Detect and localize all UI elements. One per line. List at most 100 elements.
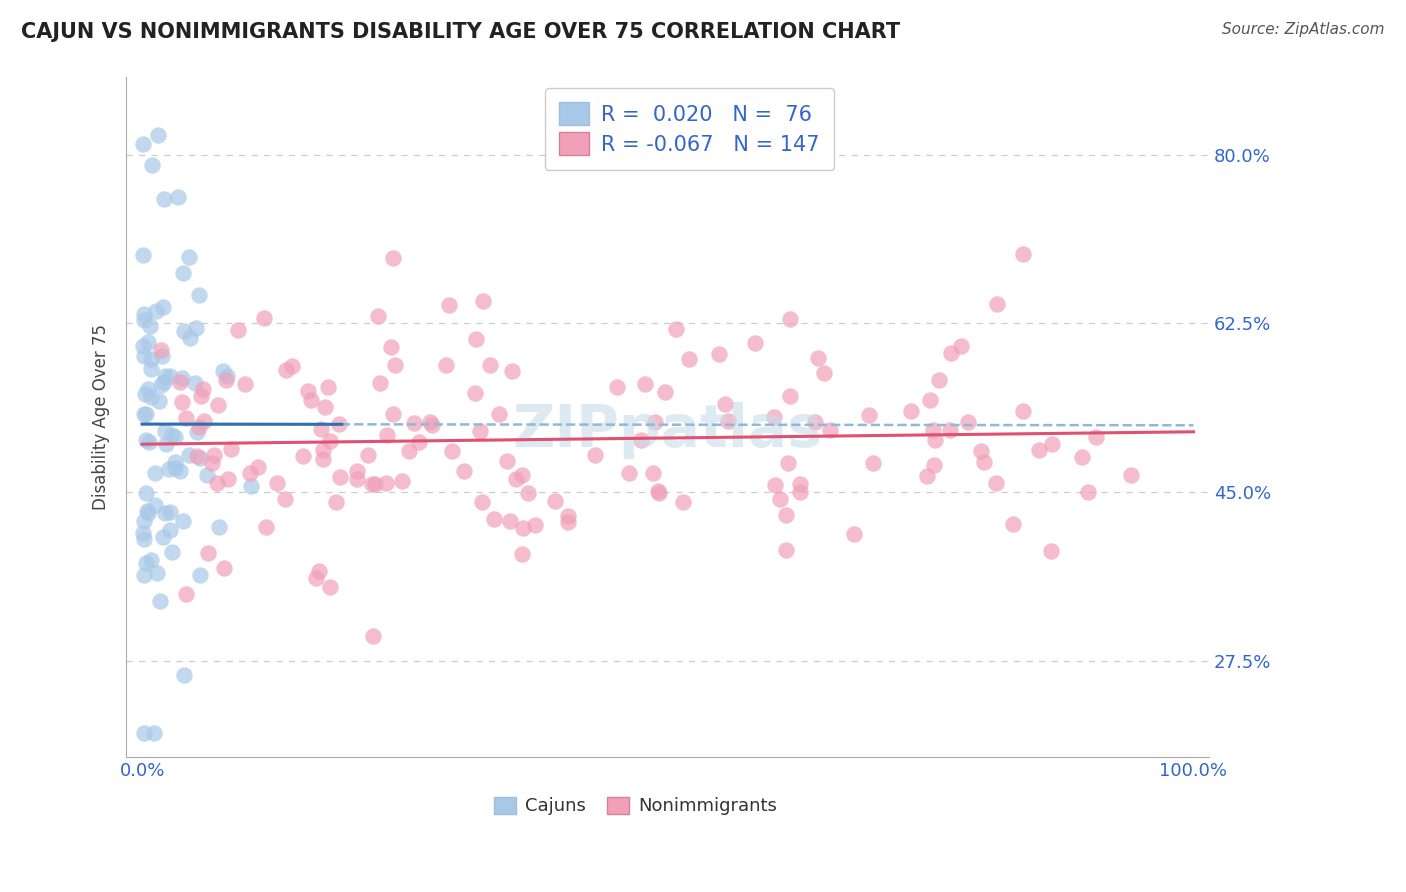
Point bbox=[152, 530, 174, 544]
Point bbox=[440, 444, 463, 458]
Point bbox=[717, 414, 740, 428]
Point bbox=[217, 369, 239, 384]
Point bbox=[464, 385, 486, 400]
Point bbox=[922, 458, 945, 472]
Point bbox=[274, 491, 297, 506]
Point bbox=[617, 467, 640, 481]
Point bbox=[402, 416, 425, 430]
Point bbox=[239, 466, 262, 480]
Point bbox=[367, 310, 389, 324]
Point bbox=[501, 364, 523, 378]
Point bbox=[434, 358, 457, 372]
Point bbox=[136, 506, 159, 520]
Point bbox=[311, 421, 333, 435]
Point bbox=[380, 340, 402, 354]
Point bbox=[644, 415, 666, 429]
Point bbox=[544, 494, 567, 508]
Point bbox=[219, 442, 242, 457]
Point bbox=[807, 351, 830, 365]
Point bbox=[842, 527, 865, 541]
Point bbox=[153, 192, 176, 206]
Point bbox=[134, 532, 156, 546]
Point bbox=[957, 415, 980, 429]
Point bbox=[208, 520, 231, 534]
Point bbox=[193, 414, 215, 428]
Point bbox=[153, 369, 176, 384]
Point bbox=[375, 475, 398, 490]
Point bbox=[499, 514, 522, 528]
Point bbox=[361, 476, 384, 491]
Point bbox=[195, 468, 218, 483]
Point bbox=[918, 392, 941, 407]
Point bbox=[148, 393, 170, 408]
Point bbox=[246, 459, 269, 474]
Point bbox=[132, 313, 155, 327]
Point bbox=[188, 567, 211, 582]
Point bbox=[453, 464, 475, 478]
Point bbox=[928, 373, 950, 387]
Point bbox=[505, 471, 527, 485]
Point bbox=[172, 266, 194, 280]
Point bbox=[132, 137, 155, 152]
Point bbox=[254, 520, 277, 534]
Point bbox=[141, 352, 163, 367]
Point bbox=[585, 448, 607, 462]
Point bbox=[281, 359, 304, 374]
Point bbox=[153, 506, 176, 520]
Point bbox=[382, 407, 405, 421]
Point bbox=[200, 456, 222, 470]
Point bbox=[1040, 437, 1063, 451]
Point bbox=[813, 366, 835, 380]
Point bbox=[135, 503, 157, 517]
Point bbox=[165, 429, 187, 443]
Point bbox=[152, 376, 174, 390]
Point bbox=[135, 407, 157, 421]
Point bbox=[641, 467, 664, 481]
Point bbox=[678, 351, 700, 366]
Point bbox=[207, 398, 229, 412]
Point bbox=[145, 303, 167, 318]
Text: Source: ZipAtlas.com: Source: ZipAtlas.com bbox=[1222, 22, 1385, 37]
Point bbox=[478, 358, 501, 372]
Point bbox=[984, 475, 1007, 490]
Point bbox=[136, 383, 159, 397]
Point bbox=[384, 358, 406, 372]
Point bbox=[820, 424, 842, 438]
Point bbox=[375, 428, 398, 442]
Point bbox=[329, 469, 352, 483]
Point bbox=[778, 456, 800, 470]
Point bbox=[858, 408, 880, 422]
Point bbox=[139, 319, 162, 334]
Point bbox=[165, 455, 187, 469]
Point bbox=[141, 158, 163, 172]
Point bbox=[714, 397, 737, 411]
Point bbox=[186, 425, 208, 439]
Point bbox=[132, 248, 155, 262]
Point bbox=[363, 630, 385, 644]
Point bbox=[318, 380, 340, 394]
Point bbox=[437, 298, 460, 312]
Point bbox=[297, 384, 319, 399]
Point bbox=[949, 339, 972, 353]
Point bbox=[187, 419, 209, 434]
Point bbox=[391, 474, 413, 488]
Point bbox=[1070, 450, 1092, 464]
Point bbox=[308, 564, 330, 578]
Point bbox=[172, 394, 194, 409]
Point bbox=[146, 566, 169, 581]
Point bbox=[132, 567, 155, 582]
Point bbox=[212, 363, 235, 377]
Point bbox=[775, 543, 797, 558]
Point bbox=[1011, 247, 1033, 261]
Point bbox=[191, 383, 214, 397]
Point bbox=[183, 376, 205, 391]
Point bbox=[173, 324, 195, 338]
Text: ZIPpatlas: ZIPpatlas bbox=[513, 402, 823, 459]
Point bbox=[941, 345, 963, 359]
Point bbox=[292, 450, 315, 464]
Point bbox=[862, 456, 884, 470]
Point bbox=[523, 517, 546, 532]
Point bbox=[141, 391, 163, 405]
Point bbox=[174, 410, 197, 425]
Point bbox=[939, 423, 962, 437]
